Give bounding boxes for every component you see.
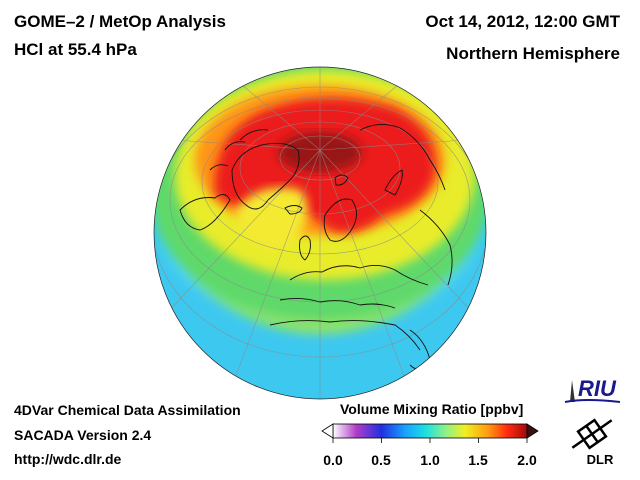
map-species: HCl at 55.4 hPa <box>14 40 137 59</box>
colorbar-title: Volume Mixing Ratio [ppbv] <box>340 401 524 417</box>
map-region: Northern Hemisphere <box>446 44 620 63</box>
map-datetime: Oct 14, 2012, 12:00 GMT <box>425 12 620 31</box>
footer-url: http://wdc.dlr.de <box>14 451 122 467</box>
map-title: GOME–2 / MetOp Analysis <box>14 12 226 31</box>
dlr-logo-text: DLR <box>587 452 614 467</box>
colorbar-tick-2: 1.0 <box>420 452 440 468</box>
footer-line-1: 4DVar Chemical Data Assimilation <box>14 402 241 418</box>
dlr-logo: DLR <box>571 418 614 467</box>
colorbar-tick-4: 2.0 <box>517 452 537 468</box>
colorbar-tick-0: 0.0 <box>323 452 343 468</box>
riu-logo-text: RIU <box>578 376 617 401</box>
colorbar-tick-1: 0.5 <box>371 452 391 468</box>
riu-logo: RIU <box>564 376 621 403</box>
footer-line-2: SACADA Version 2.4 <box>14 427 152 443</box>
colorbar-tick-3: 1.5 <box>468 452 488 468</box>
